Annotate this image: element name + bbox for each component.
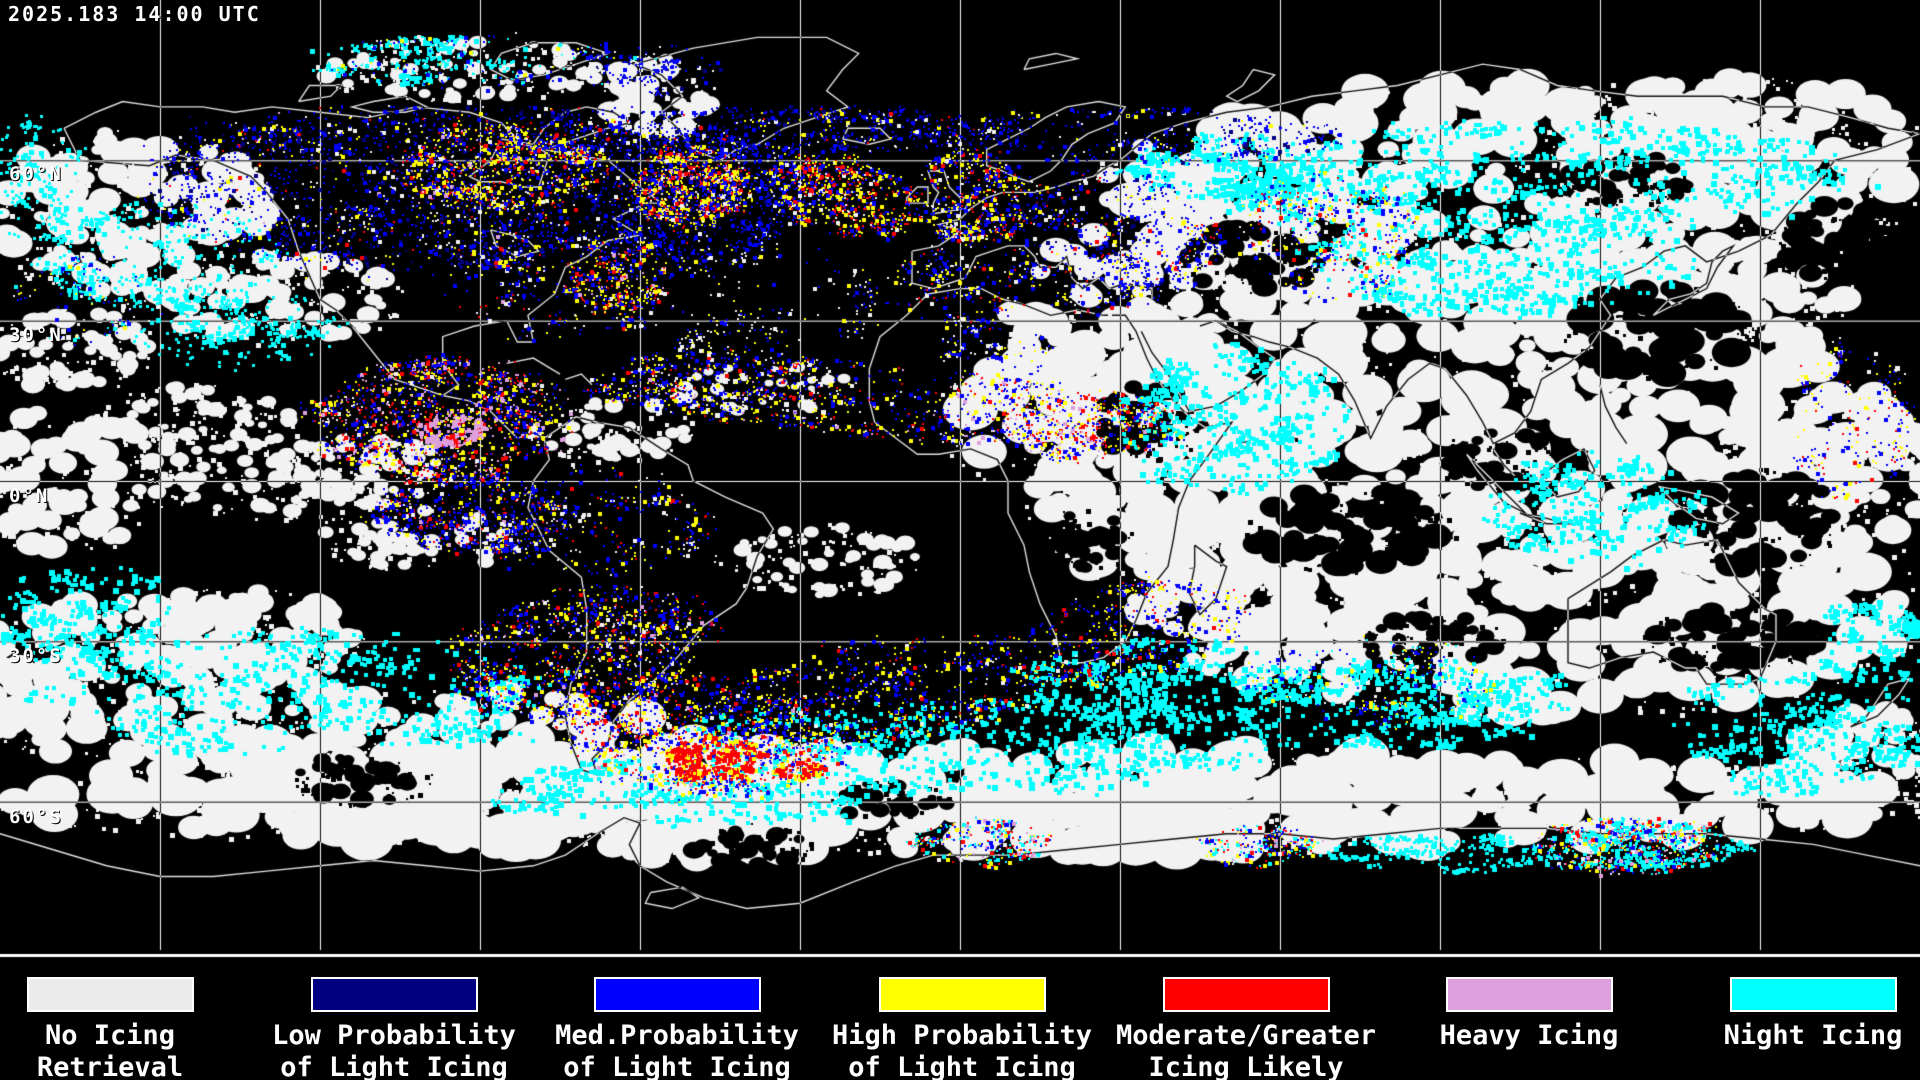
timestamp: 2025.183 14:00 UTC	[8, 2, 261, 26]
latitude-label: 0°N	[9, 485, 50, 507]
latitude-label: 30°S	[9, 645, 63, 667]
latitude-label: 60°N	[9, 163, 63, 185]
latitude-label: 60°S	[9, 806, 63, 828]
latitude-label: 30°N	[9, 324, 63, 346]
